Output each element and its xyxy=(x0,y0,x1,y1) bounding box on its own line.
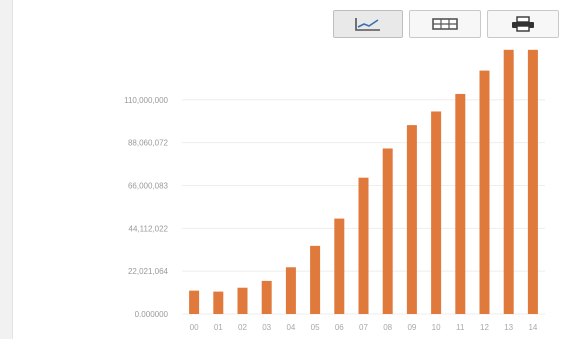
x-tick-label: 03 xyxy=(262,323,271,332)
x-tick-label: 07 xyxy=(359,323,368,332)
x-tick-label: 06 xyxy=(335,323,344,332)
x-tick-label: 02 xyxy=(238,323,247,332)
bar[interactable] xyxy=(189,290,200,314)
chart-toolbar xyxy=(333,10,559,38)
table-button[interactable] xyxy=(409,10,481,38)
bar[interactable] xyxy=(310,245,321,314)
bar[interactable] xyxy=(237,287,248,314)
bar[interactable] xyxy=(358,177,369,314)
x-tick-label: 05 xyxy=(311,323,320,332)
bar[interactable] xyxy=(479,70,490,314)
y-tick-label: 22,021,064 xyxy=(128,267,169,276)
y-tick-label: 88,060,072 xyxy=(128,139,169,148)
y-tick-label: 0.000000 xyxy=(135,310,169,319)
bar[interactable] xyxy=(382,148,393,314)
y-axis-ticks: 0.000000 22,021,064 44,112,022 66,000,083 88… xyxy=(124,96,168,319)
y-tick-label: 66,000,083 xyxy=(128,181,169,190)
bar[interactable] xyxy=(527,49,538,314)
x-tick-label: 04 xyxy=(286,323,295,332)
bar[interactable] xyxy=(503,49,514,314)
x-tick-label: 12 xyxy=(480,323,489,332)
x-tick-label: 08 xyxy=(383,323,392,332)
line-chart-icon xyxy=(355,18,380,31)
bar[interactable] xyxy=(334,218,345,314)
y-tick-label: 110,000,000 xyxy=(124,96,168,105)
bar[interactable] xyxy=(213,291,224,314)
table-icon xyxy=(432,18,458,30)
bars xyxy=(189,49,538,315)
bar[interactable] xyxy=(406,125,417,315)
line-chart-button[interactable] xyxy=(333,10,403,38)
left-panel-strip xyxy=(0,0,13,339)
x-tick-label: 09 xyxy=(407,323,416,332)
bar[interactable] xyxy=(285,267,296,314)
x-axis-labels: 00 01 02 03 04 05 06 07 08 09 10 11 12 13 14 xyxy=(190,323,538,332)
bar[interactable] xyxy=(261,280,272,314)
x-tick-label: 11 xyxy=(456,323,465,332)
x-tick-label: 10 xyxy=(432,323,441,332)
x-tick-label: 13 xyxy=(504,323,513,332)
print-button[interactable] xyxy=(487,10,559,38)
bar[interactable] xyxy=(455,93,466,315)
y-tick-label: 44,112,022 xyxy=(129,224,169,233)
x-tick-label: 00 xyxy=(190,323,199,332)
x-tick-label: 01 xyxy=(214,323,223,332)
x-tick-label: 14 xyxy=(528,323,537,332)
bar[interactable] xyxy=(431,111,442,314)
printer-icon xyxy=(512,16,534,32)
